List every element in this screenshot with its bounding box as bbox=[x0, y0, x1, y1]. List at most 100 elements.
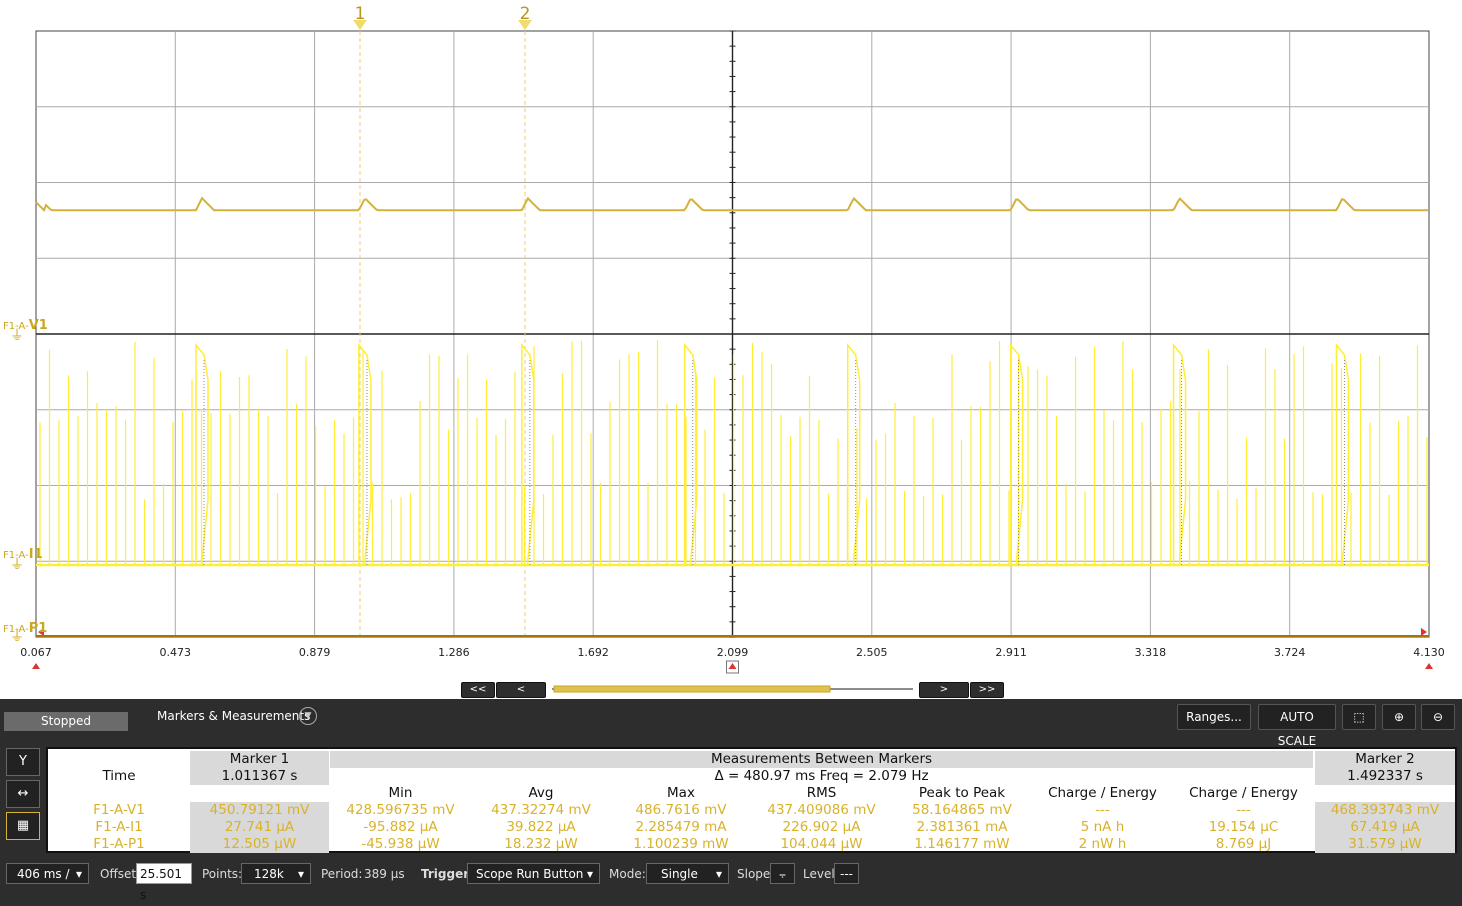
measurement-value: 1.146177 mW bbox=[914, 836, 1010, 852]
x-tick-label: 0.067 bbox=[20, 646, 52, 659]
measurement-value: 428.596735 mV bbox=[346, 802, 455, 818]
x-tick-label: 0.473 bbox=[159, 646, 192, 659]
slope-rising-icon[interactable]: ⨪ bbox=[770, 863, 795, 884]
toolbar: Stopped Markers & Measurements ▼ Ranges.… bbox=[0, 699, 1462, 748]
scope-display[interactable]: ⏚ ⏚ ⏚ 0.067 0.473 0.879 1.286 1.692 2.099 2.505 2… bbox=[0, 0, 1462, 699]
x-tick-label: 2.505 bbox=[856, 646, 888, 659]
measurement-value: -45.938 µW bbox=[361, 836, 440, 852]
timebase-select[interactable]: 406 ms / ▾ bbox=[6, 863, 89, 884]
measurement-value: 39.822 µA bbox=[506, 819, 576, 835]
points-label: Points: bbox=[202, 867, 243, 881]
period-label: Period: bbox=[321, 867, 363, 881]
marker1-value: 450.79121 mV bbox=[190, 802, 329, 819]
marker2-value: 67.419 µA bbox=[1315, 819, 1455, 836]
chevron-down-icon: ▾ bbox=[586, 867, 593, 881]
marker2-header-bg bbox=[1315, 751, 1455, 785]
measurement-value: 437.32274 mV bbox=[491, 802, 591, 818]
probe-icon[interactable]: Y bbox=[6, 748, 40, 776]
measurement-value: 437.409086 mV bbox=[767, 802, 876, 818]
x-tick-label: 1.286 bbox=[438, 646, 470, 659]
slope-label: Slope: bbox=[737, 867, 775, 881]
channel-i1-label[interactable]: F1-A-I1 bbox=[3, 547, 43, 562]
column-header: Charge / Energy bbox=[1048, 785, 1157, 801]
row-channel-name: F1-A-P1 bbox=[93, 836, 145, 852]
current-burst bbox=[521, 342, 535, 565]
measurement-value: 5 nA h bbox=[1080, 819, 1125, 835]
marker2-value: 468.393743 mV bbox=[1315, 802, 1455, 819]
marker1-header: Marker 1 bbox=[229, 751, 290, 767]
measurement-value: 58.164865 mV bbox=[912, 802, 1012, 818]
row-channel-name: F1-A-I1 bbox=[95, 819, 143, 835]
current-burst bbox=[195, 342, 209, 565]
run-status-indicator[interactable]: Stopped bbox=[4, 712, 128, 731]
marker2-time: 1.492337 s bbox=[1347, 768, 1423, 784]
between-header: Measurements Between Markers bbox=[710, 751, 933, 767]
column-header: Charge / Energy bbox=[1189, 785, 1298, 801]
scroll-last-button[interactable]: >> bbox=[970, 682, 1004, 698]
x-tick-label: 4.130 bbox=[1413, 646, 1445, 659]
x-tick-label: 1.692 bbox=[577, 646, 609, 659]
marker1-time: 1.011367 s bbox=[221, 768, 298, 784]
measurement-value: 486.7616 mV bbox=[635, 802, 727, 818]
grid-icon[interactable]: ▦ bbox=[6, 812, 40, 840]
time-position-marker bbox=[1425, 663, 1433, 669]
measurement-value: 2 nW h bbox=[1078, 836, 1127, 852]
mode-label: Mode: bbox=[609, 867, 646, 881]
zoom-out-icon[interactable]: ⊖ bbox=[1421, 704, 1455, 730]
level-value[interactable]: --- bbox=[834, 863, 859, 884]
column-header: Min bbox=[388, 785, 413, 801]
marker2-header: Marker 2 bbox=[1355, 751, 1415, 767]
marker-2-label[interactable]: 2 bbox=[519, 4, 531, 24]
scroll-thumb bbox=[553, 685, 831, 693]
mode-select[interactable]: Single ▾ bbox=[646, 863, 729, 884]
zoom-in-icon[interactable]: ⊕ bbox=[1382, 704, 1416, 730]
measurement-value: 104.044 µW bbox=[780, 836, 863, 852]
measurement-value: 8.769 µJ bbox=[1215, 836, 1272, 852]
measurement-value: --- bbox=[1095, 802, 1110, 818]
ranges-button[interactable]: Ranges... bbox=[1177, 704, 1251, 730]
x-tick-label: 0.879 bbox=[298, 646, 331, 659]
offset-input[interactable]: 25.501 s bbox=[136, 863, 192, 902]
trigger-label: Trigger bbox=[421, 867, 470, 881]
side-tools: Y ↔ ▦ bbox=[0, 743, 44, 856]
chevron-down-icon[interactable]: ▼ bbox=[299, 707, 317, 725]
waveform-plot[interactable]: ⏚ ⏚ ⏚ bbox=[0, 0, 1462, 699]
points-select[interactable]: 128k ▾ bbox=[241, 863, 311, 884]
auto-scale-button[interactable]: AUTO SCALE bbox=[1258, 704, 1336, 748]
measurement-value: 2.285479 mA bbox=[635, 819, 727, 835]
measurement-value: 19.154 µC bbox=[1208, 819, 1279, 835]
period-value: 389 µs bbox=[364, 867, 405, 881]
marker-1-label[interactable]: 1 bbox=[354, 4, 366, 24]
x-tick-label: 3.318 bbox=[1134, 646, 1167, 659]
current-burst bbox=[1335, 342, 1350, 565]
column-header: Avg bbox=[528, 785, 554, 801]
marker1-value: 12.505 µW bbox=[190, 836, 329, 853]
current-burst bbox=[1172, 342, 1187, 565]
trigger-select[interactable]: Scope Run Button ▾ bbox=[467, 863, 600, 884]
markers-measurements-title[interactable]: Markers & Measurements bbox=[157, 709, 311, 723]
column-header: Max bbox=[667, 785, 695, 801]
measurement-value: 226.902 µA bbox=[782, 819, 861, 835]
channel-v1-label[interactable]: F1-A-V1 bbox=[3, 318, 48, 333]
level-label: Level: bbox=[803, 867, 839, 881]
x-tick-label: 2.911 bbox=[995, 646, 1027, 659]
scroll-prev-button[interactable]: < bbox=[496, 682, 546, 698]
trigger-position-box bbox=[726, 660, 739, 674]
marker-cursor-icon[interactable]: ↔ bbox=[6, 780, 40, 808]
channel-p1-label[interactable]: F1-A-P1 bbox=[3, 621, 48, 636]
x-tick-label: 3.724 bbox=[1273, 646, 1306, 659]
zoom-region-icon[interactable]: ⬚ bbox=[1342, 704, 1376, 730]
chevron-down-icon: ▾ bbox=[297, 867, 304, 881]
current-burst bbox=[358, 342, 372, 565]
ground-marker-icon: ⏚ bbox=[10, 629, 24, 645]
marker-1-handle bbox=[353, 20, 367, 30]
scroll-first-button[interactable]: << bbox=[461, 682, 495, 698]
current-burst bbox=[1009, 342, 1024, 565]
marker1-header-bg bbox=[190, 751, 329, 785]
scroll-next-button[interactable]: > bbox=[919, 682, 969, 698]
chevron-down-icon: ▾ bbox=[715, 867, 722, 881]
measurement-value: 1.100239 mW bbox=[633, 836, 729, 852]
measurement-value: 2.381361 mA bbox=[916, 819, 1008, 835]
measurement-value: -95.882 µA bbox=[363, 819, 438, 835]
measurements-table: Marker 1 Measurements Between Markers Ma… bbox=[46, 747, 1457, 853]
